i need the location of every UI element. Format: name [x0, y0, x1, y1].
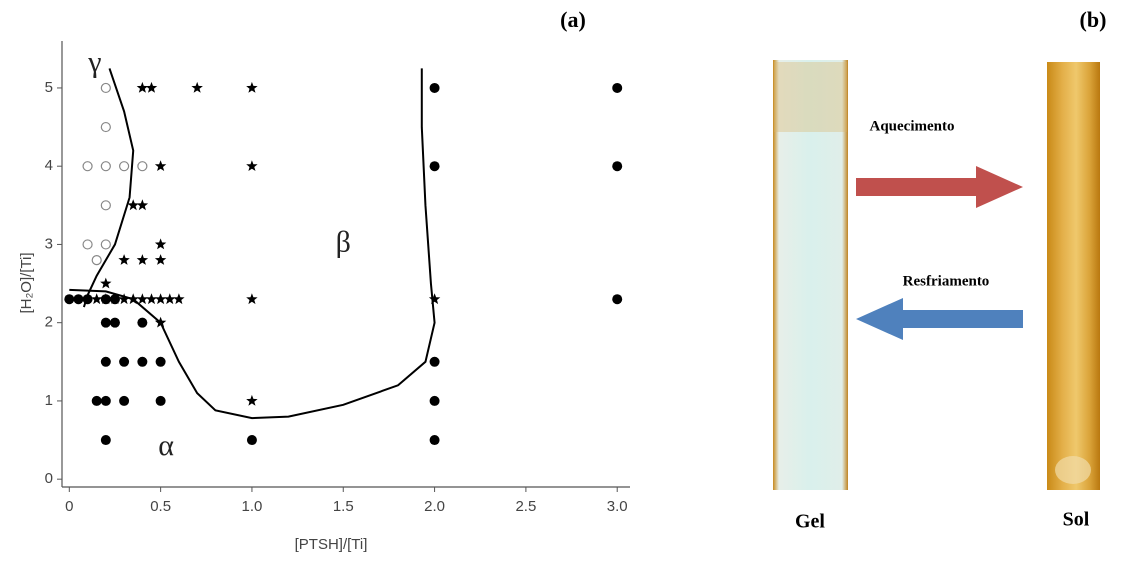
y-tick-label: 4: [45, 157, 53, 174]
star-point: [246, 160, 258, 171]
filled-point: [100, 395, 111, 406]
y-axis-label: [H₂O]/[Ti]: [18, 252, 35, 313]
y-tick-label: 3: [45, 235, 53, 252]
cooling-label: Resfriamento: [903, 273, 990, 289]
star-point: [154, 254, 167, 265]
x-tick-label: 0: [65, 498, 73, 515]
filled-point: [119, 395, 130, 406]
cooling-arrow: [856, 298, 1023, 340]
star-point: [154, 316, 167, 328]
star-point: [136, 254, 149, 265]
open-point: [82, 161, 93, 172]
open-point: [100, 200, 111, 211]
y-tick-label: 2: [45, 314, 53, 331]
filled-point: [137, 356, 148, 367]
x-tick-label: 1.5: [333, 498, 354, 515]
filled-point: [612, 82, 623, 93]
filled-point: [100, 317, 111, 328]
star-point: [127, 199, 139, 211]
heating-label: Aquecimento: [870, 118, 955, 134]
filled-point: [429, 435, 440, 446]
star-point: [246, 81, 258, 93]
star-point: [118, 254, 130, 265]
filled-point: [429, 395, 440, 406]
open-point: [100, 121, 111, 133]
star-point: [246, 293, 258, 305]
x-tick-label: 2.5: [515, 498, 536, 515]
star-point: [154, 238, 167, 250]
tube-label: Gel: [795, 511, 825, 533]
y-tick-label: 0: [45, 470, 53, 487]
sol-tube-photo: [1047, 62, 1100, 490]
star-point: [127, 293, 139, 305]
filled-point: [109, 294, 120, 305]
phase-boundary: [82, 68, 135, 308]
filled-point: [429, 82, 440, 93]
gel-tube-top: [774, 62, 847, 132]
star-point: [136, 293, 149, 305]
filled-point: [100, 435, 111, 446]
region-label: α: [158, 429, 174, 462]
star-point: [136, 199, 149, 211]
region-label: β: [336, 225, 351, 258]
panel-label: (a): [560, 7, 586, 32]
gel-tube-photo: [773, 60, 848, 490]
open-point: [137, 161, 148, 172]
filled-point: [429, 356, 440, 367]
x-tick-label: 1.0: [242, 498, 263, 515]
filled-point: [82, 294, 93, 305]
star-point: [145, 81, 158, 93]
filled-point: [155, 395, 166, 406]
star-point: [191, 81, 203, 93]
filled-point: [137, 317, 148, 328]
open-point: [100, 239, 111, 250]
star-point: [246, 394, 258, 406]
filled-point: [100, 356, 111, 367]
region-label: γ: [87, 45, 101, 78]
sol-tube-bottom: [1055, 456, 1091, 484]
open-point: [91, 254, 102, 266]
x-axis-label: [PTSH]/[Ti]: [295, 536, 368, 553]
phase-boundary: [69, 68, 436, 420]
open-point: [100, 82, 111, 94]
x-tick-label: 2.0: [424, 498, 445, 515]
star-point: [164, 293, 176, 305]
x-tick-label: 3.0: [607, 498, 628, 515]
filled-point: [100, 294, 111, 305]
open-point: [82, 239, 93, 250]
tube-label: Sol: [1063, 509, 1090, 531]
x-tick-label: 0.5: [150, 498, 171, 515]
filled-point: [612, 294, 623, 305]
star-point: [173, 293, 185, 305]
filled-point: [612, 161, 623, 172]
filled-point: [155, 356, 166, 367]
heating-arrow: [856, 166, 1023, 208]
star-point: [145, 293, 158, 305]
open-point: [100, 161, 111, 172]
star-point: [91, 293, 103, 305]
star-point: [428, 293, 441, 305]
star-point: [118, 293, 130, 305]
filled-point: [246, 435, 257, 446]
y-tick-label: 5: [45, 79, 53, 96]
filled-point: [73, 294, 84, 305]
y-tick-label: 1: [45, 392, 53, 409]
filled-point: [64, 294, 75, 305]
star-point: [154, 293, 167, 305]
star-point: [100, 277, 112, 289]
filled-point: [119, 356, 130, 367]
filled-point: [109, 317, 120, 328]
filled-point: [429, 161, 440, 172]
star-point: [154, 160, 167, 171]
open-point: [118, 161, 130, 172]
panel-label: (b): [1080, 7, 1107, 32]
star-point: [136, 81, 149, 93]
filled-point: [91, 395, 102, 406]
